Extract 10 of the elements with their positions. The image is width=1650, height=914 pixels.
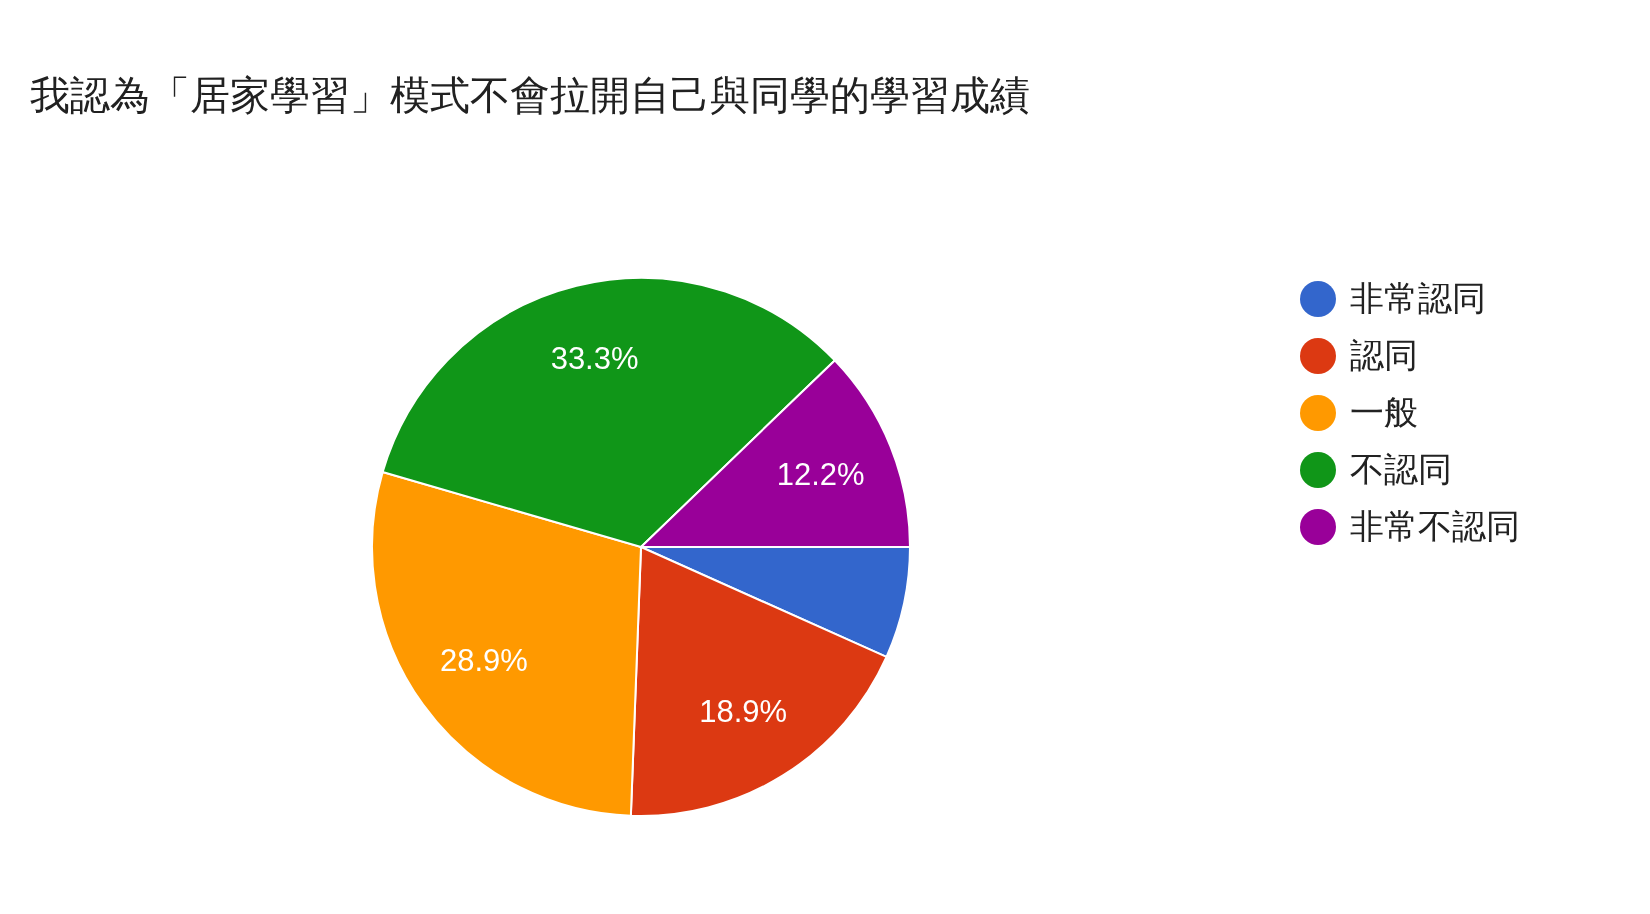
legend-label: 不認同 (1350, 448, 1452, 490)
legend-label: 非常認同 (1350, 277, 1486, 319)
legend-label: 認同 (1350, 334, 1418, 376)
chart-title: 我認為「居家學習」模式不會拉開自己與同學的學習成績 (30, 72, 1030, 119)
legend-label: 一般 (1350, 391, 1418, 433)
data-label: 33.3% (550, 341, 639, 377)
data-label: 28.9% (440, 642, 528, 678)
data-label: 18.9% (699, 694, 788, 729)
legend-label: 非常不認同 (1350, 505, 1520, 547)
data-label: 12.2% (776, 457, 865, 493)
